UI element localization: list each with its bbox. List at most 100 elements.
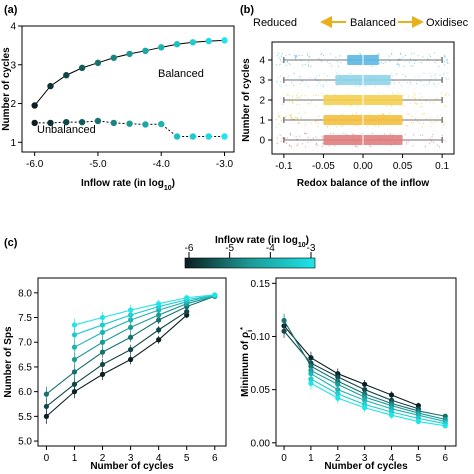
panel-b-jitter-point <box>317 122 319 124</box>
panel-b-jitter-point <box>430 117 432 119</box>
panel-b-jitter-point <box>430 121 432 123</box>
panel-b-header-oxidised: Oxidisec <box>426 17 469 29</box>
panel-b-jitter-point <box>275 118 277 120</box>
panel-c-left-xtick-label: 1 <box>72 453 78 464</box>
panel-b-jitter-point <box>307 64 309 66</box>
panel-b-jitter-point <box>322 83 325 85</box>
panel-b-jitter-point <box>411 53 413 55</box>
panel-b-jitter-point <box>307 54 309 57</box>
panel-c-right-series-line <box>310 370 446 420</box>
colorbar-tick-label: -4 <box>266 243 275 254</box>
panel-b-jitter-point <box>440 57 442 59</box>
panel-b-jitter-point <box>292 101 294 103</box>
panel-b-jitter-point <box>292 103 294 105</box>
panel-b-jitter-point <box>420 80 422 82</box>
panel-b-jitter-point <box>308 61 310 63</box>
panel-b-jitter-point <box>398 64 400 66</box>
panel-b-jitter-point <box>289 133 291 135</box>
panel-b-jitter-point <box>276 80 278 82</box>
panel-a-ytick-label: 2 <box>10 99 16 110</box>
panel-b-jitter-point <box>379 62 381 64</box>
panel-b-jitter-point <box>359 84 361 87</box>
panel-b-jitter-point <box>331 65 333 67</box>
panel-b-jitter-point <box>429 55 432 58</box>
colorbar-tick-label: -6 <box>185 243 194 254</box>
panel-b-jitter-point <box>317 125 319 127</box>
panel-b-jitter-point <box>437 115 439 117</box>
panel-b-jitter-point <box>433 122 435 124</box>
panel-b-jitter-point <box>327 125 329 127</box>
panel-b-jitter-point <box>300 80 303 82</box>
panel-c-right-ytick-label: 0.00 <box>251 438 271 449</box>
panel-c-left-point <box>99 371 106 377</box>
panel-b-jitter-point <box>408 113 410 115</box>
panel-b-ytick-label: 0 <box>259 136 265 147</box>
panel-b-jitter-point <box>441 84 443 86</box>
panel-b-jitter-point <box>433 102 435 104</box>
panel-b-jitter-point <box>326 126 328 128</box>
panel-b-jitter-point <box>429 125 431 127</box>
panel-b-jitter-point <box>407 113 409 115</box>
panel-b-jitter-point <box>291 82 293 84</box>
panel-b-jitter-point <box>374 85 377 87</box>
panel-c-left-xtick-label: 5 <box>184 453 190 464</box>
panel-c-left-point <box>184 295 190 301</box>
panel-b-jitter-point <box>316 144 319 146</box>
panel-b-jitter-point <box>322 137 324 139</box>
panel-b-jitter-point <box>305 123 307 125</box>
panel-b-jitter-point <box>276 55 278 57</box>
panel-b-jitter-point <box>335 126 337 128</box>
panel-b-jitter-point <box>298 112 300 114</box>
panel-b-jitter-point <box>355 112 357 114</box>
panel-b-jitter-point <box>339 55 341 57</box>
panel-b-jitter-point <box>427 83 429 86</box>
panel-b-jitter-point <box>295 135 297 137</box>
panel-b-jitter-point <box>436 98 438 100</box>
panel-b-jitter-point <box>402 73 404 76</box>
panel-b-jitter-point <box>281 137 283 139</box>
panel-b-jitter-point <box>442 124 444 126</box>
panel-c-right-series-line <box>310 382 446 427</box>
panel-b-jitter-point <box>405 124 407 126</box>
panel-b-jitter-point <box>305 146 307 148</box>
panel-b-jitter-point <box>386 105 388 108</box>
panel-b-jitter-point <box>290 134 292 136</box>
panel-c-left-ytick-label: 8.0 <box>18 288 32 299</box>
panel-b-jitter-point <box>429 73 431 75</box>
panel-b-header-reduced: Reduced <box>253 17 297 29</box>
panel-b-jitter-point <box>442 139 444 141</box>
panel-b-jitter-point <box>276 81 278 84</box>
panel-b-jitter-point <box>369 113 371 115</box>
panel-b-jitter-point <box>371 132 374 134</box>
panel-b-jitter-point <box>404 54 407 57</box>
panel-b-chart: Reduced Balanced Oxidisec Number of cycl… <box>241 16 469 189</box>
panel-a-point <box>31 119 38 127</box>
panel-b-jitter-point <box>445 92 447 94</box>
panel-a-point <box>205 133 212 140</box>
panel-b-jitter-point <box>280 55 282 57</box>
panel-b-jitter-point <box>399 52 401 54</box>
panel-c-left-point <box>71 344 78 350</box>
panel-b-jitter-point <box>424 146 426 148</box>
panel-c-right-point <box>415 418 421 425</box>
panel-c-left-point <box>127 307 134 313</box>
panel-b-jitter-point <box>285 64 287 66</box>
panel-b-jitter-point <box>304 132 306 134</box>
panel-b-jitter-point <box>434 52 436 54</box>
panel-b-jitter-point <box>402 56 404 58</box>
panel-b-jitter-point <box>288 63 290 65</box>
panel-b-jitter-point <box>403 105 405 107</box>
panel-a-point <box>63 72 70 79</box>
panel-a-point <box>94 59 102 67</box>
panel-b-jitter-point <box>443 123 445 125</box>
panel-a-point <box>173 133 181 140</box>
panel-c-right-xtick-label: 3 <box>362 453 368 464</box>
panel-b-jitter-point <box>290 115 292 117</box>
panel-b-jitter-point <box>364 85 366 87</box>
panel-b-jitter-point <box>423 122 425 125</box>
panel-b-jitter-point <box>393 93 395 95</box>
panel-c-left-point <box>156 327 162 333</box>
panel-b-jitter-point <box>404 134 406 136</box>
panel-b-jitter-point <box>278 115 280 117</box>
panel-b-jitter-point <box>398 92 400 94</box>
